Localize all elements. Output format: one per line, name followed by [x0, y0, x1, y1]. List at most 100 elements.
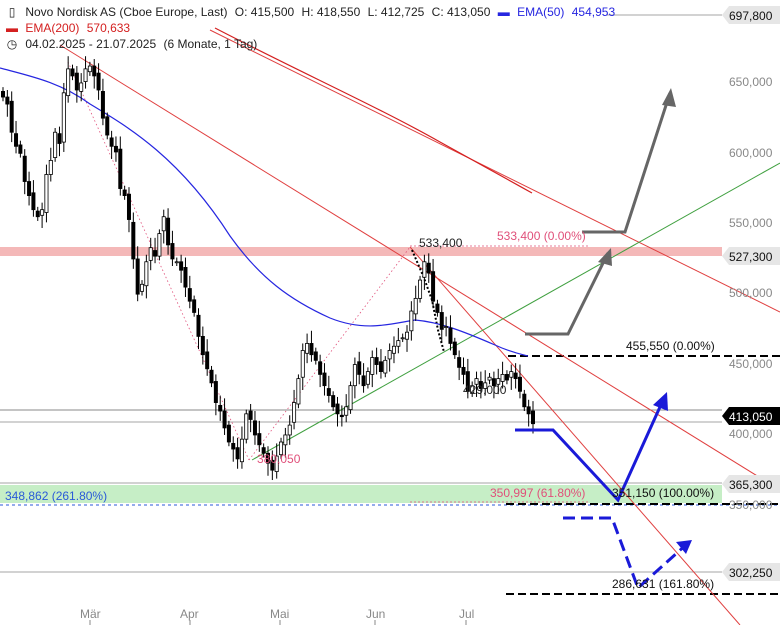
candle-up — [61, 92, 66, 143]
candle-up — [405, 331, 410, 340]
candle-down — [187, 288, 192, 302]
y-tick-label: 600,000 — [729, 146, 773, 160]
price-tag-527: 527,300 — [722, 247, 780, 265]
candle-up — [483, 382, 488, 389]
candle-up — [283, 434, 288, 446]
candle-up — [292, 402, 297, 423]
candle-down — [357, 361, 362, 375]
candle-down — [213, 381, 218, 403]
candle-up — [400, 337, 405, 340]
candle-down — [131, 221, 136, 260]
candle-down — [313, 351, 318, 361]
price-tag-text: 527,300 — [729, 250, 773, 264]
price-tag-text: 413,050 — [729, 410, 773, 424]
candle-up — [174, 261, 179, 264]
candle-down — [200, 335, 205, 356]
candle-down — [9, 100, 14, 133]
grey-arrow-head-2 — [662, 88, 676, 107]
candle-up — [470, 385, 475, 394]
candle-up — [279, 441, 284, 456]
x-tick-label: Jul — [459, 607, 474, 621]
candle-down — [491, 378, 496, 387]
blue-dashed-path — [563, 516, 690, 591]
period-label: (6 Monate, 1 Tag) — [163, 37, 258, 51]
blue-arrow-head-2 — [676, 540, 692, 554]
candle-down — [192, 299, 197, 313]
candle-down — [326, 388, 331, 396]
candle-down — [270, 459, 275, 471]
candle-down — [205, 351, 210, 370]
candle-down — [96, 72, 101, 91]
label-target-1: 455,550 (0.00%) — [626, 339, 715, 353]
candle-down — [378, 361, 383, 372]
candle-down — [452, 341, 457, 356]
candle-up — [274, 455, 279, 472]
candle-up — [79, 82, 84, 92]
ema200-swatch-icon: ▬ — [6, 21, 18, 35]
candle-up — [444, 326, 449, 328]
candle-down — [170, 243, 175, 260]
candle-up — [239, 438, 244, 463]
candle-down — [14, 133, 19, 147]
candle-down — [126, 193, 131, 220]
candle-up — [48, 159, 53, 175]
candle-down — [113, 145, 118, 153]
label-low: 380,050 — [257, 452, 301, 466]
open-value: O: 415,500 — [234, 5, 295, 19]
blue-arrow-head-1 — [653, 392, 668, 411]
candle-up — [344, 406, 349, 416]
candle-down — [265, 452, 270, 464]
label-fib-mid: 350,997 (61.80%) — [490, 486, 585, 500]
candle-down — [222, 410, 227, 429]
close-value: C: 413,050 — [431, 5, 491, 19]
candle-down — [517, 376, 522, 392]
candle-down — [183, 267, 188, 288]
price-tag-697: 697,800 — [722, 6, 780, 24]
candle-up — [352, 364, 357, 387]
x-axis: Mär Apr Mai Jun Jul — [80, 607, 474, 625]
candle-up — [487, 376, 492, 381]
fib-diagonal — [248, 246, 411, 461]
candle-up — [496, 378, 501, 385]
candle-up — [413, 297, 418, 315]
label-target-3: 286,631 (161.80%) — [612, 577, 714, 591]
x-tick-label: Apr — [180, 607, 199, 621]
candle-up — [370, 357, 375, 375]
candle-up — [409, 310, 414, 332]
resistance-zone — [0, 247, 722, 256]
x-tick-label: Mai — [270, 607, 289, 621]
candle-down — [504, 374, 509, 381]
candle-up — [140, 283, 145, 292]
grey-arrow-path-1 — [525, 252, 610, 336]
candle-up — [287, 424, 292, 436]
candle-down — [0, 91, 6, 98]
ema200-row: ▬ EMA(200) 570,633 — [6, 21, 134, 35]
ema200-label: EMA(200) — [25, 21, 80, 35]
price-tag-text: 302,250 — [729, 566, 773, 580]
candle-down — [339, 414, 344, 418]
candle-down — [457, 357, 462, 368]
candle-down — [105, 116, 110, 136]
candle-up — [500, 374, 505, 382]
price-tag-302: 302,250 — [722, 563, 780, 581]
low-value: L: 412,725 — [367, 5, 425, 19]
y-tick-label: 550,000 — [729, 216, 773, 230]
candle-up — [383, 359, 388, 374]
candle-down — [27, 181, 32, 197]
candle-down — [57, 133, 62, 144]
candle-down — [522, 393, 527, 408]
candle-down — [461, 366, 466, 375]
price-tag-text: 697,800 — [729, 9, 773, 23]
candle-down — [179, 261, 184, 271]
range-row: ◷ 04.02.2025 - 21.07.2025 (6 Monate, 1 T… — [6, 37, 261, 51]
candle-down — [374, 357, 379, 365]
candle-up — [365, 371, 370, 385]
candle-up — [391, 345, 396, 354]
candle-down — [5, 96, 10, 105]
candle-down — [92, 65, 97, 77]
candle-down — [235, 447, 240, 460]
y-tick-label: 650,000 — [729, 75, 773, 89]
candle-down — [218, 404, 223, 412]
candle-down — [231, 443, 236, 450]
